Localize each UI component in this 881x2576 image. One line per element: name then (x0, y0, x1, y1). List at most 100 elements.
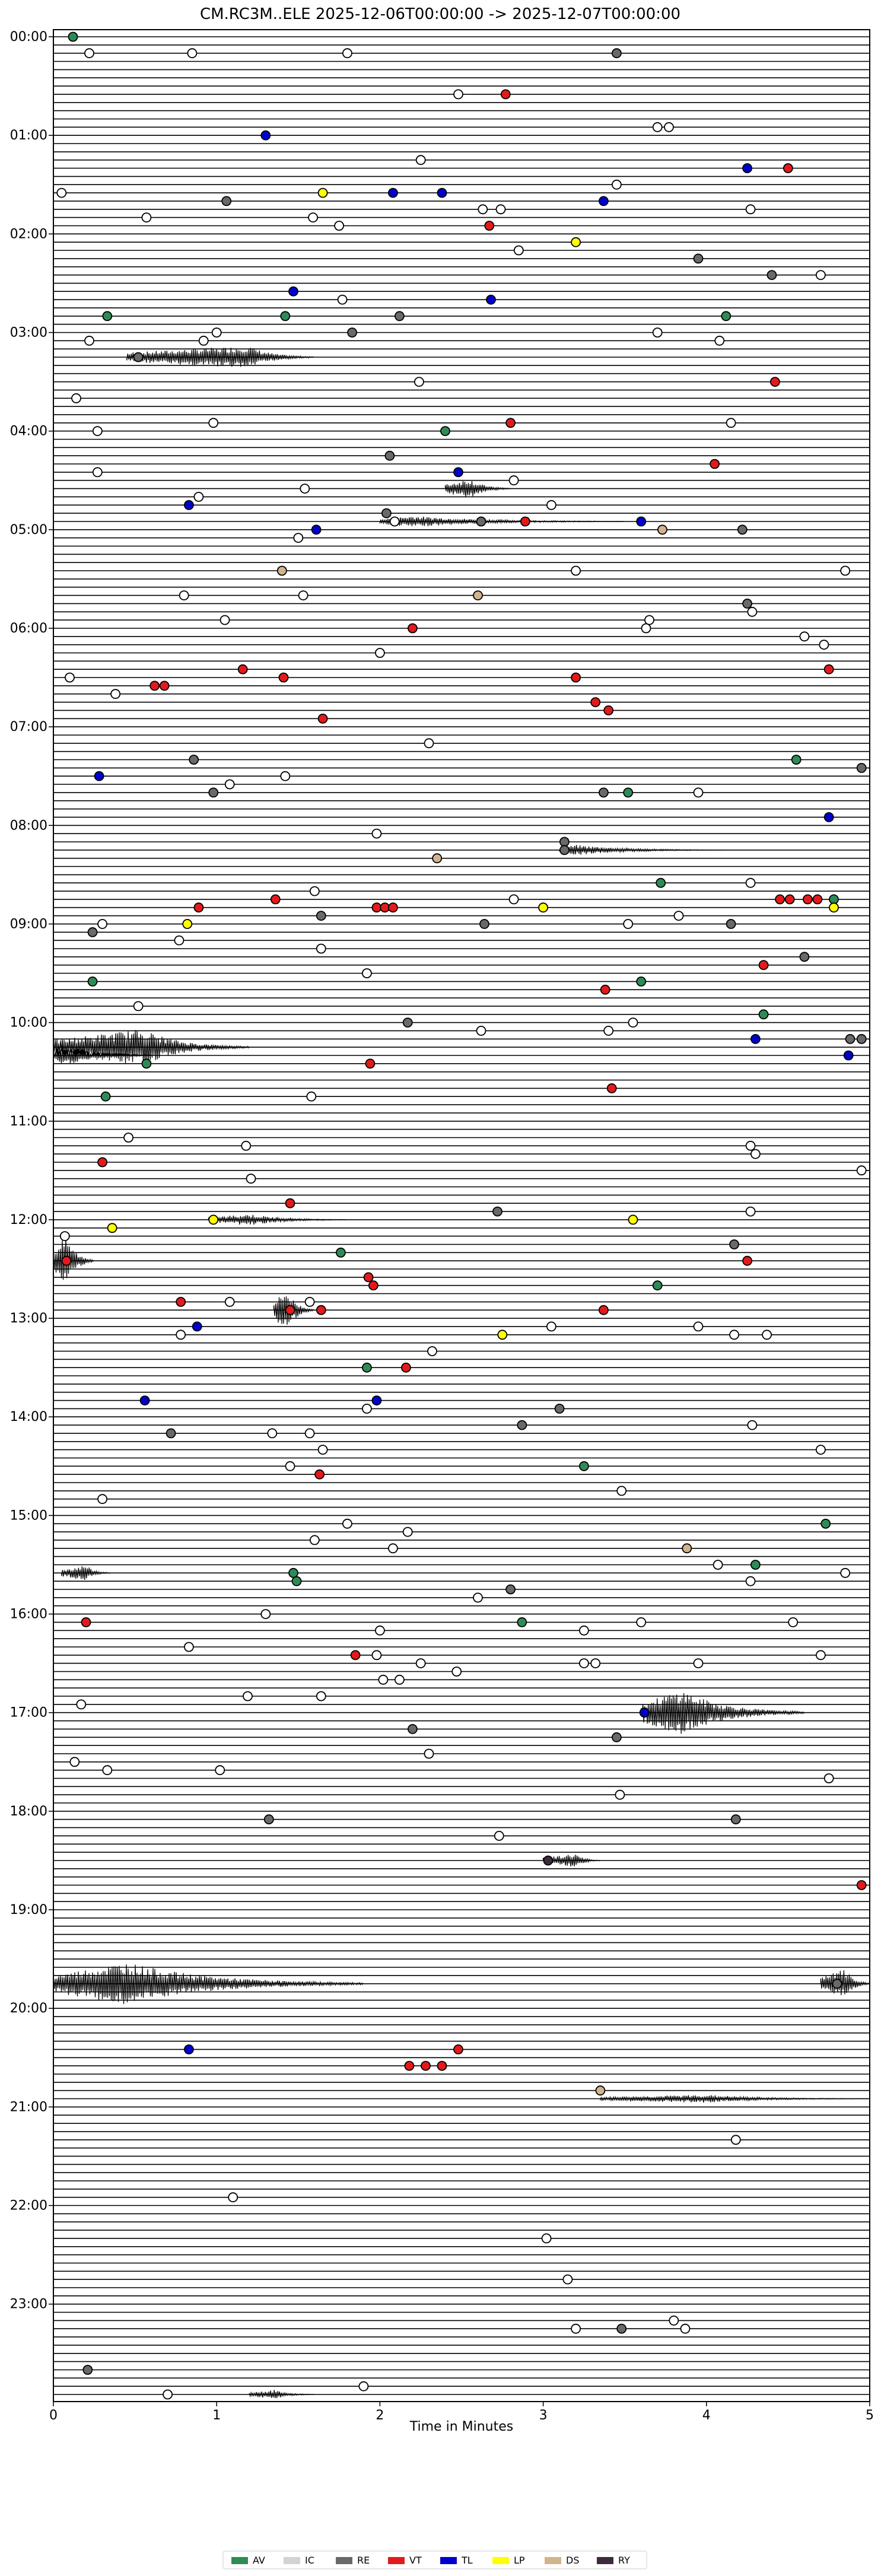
legend-label-lp: LP (514, 2555, 525, 2566)
event-marker-ic (371, 1650, 382, 1661)
activity-burst (559, 845, 723, 855)
event-marker-ic (362, 968, 372, 978)
legend-label-ds: DS (566, 2555, 579, 2566)
hour-tick-label: 16:00 (10, 1607, 47, 1622)
event-marker-ic (713, 1560, 723, 1570)
event-marker-vt (500, 89, 511, 100)
event-marker-re (208, 787, 219, 798)
event-marker-ic (495, 204, 506, 215)
event-marker-re (479, 919, 489, 929)
event-marker-ic (267, 1428, 278, 1439)
hour-tick-label: 06:00 (10, 621, 47, 636)
event-marker-tl (639, 1707, 650, 1718)
hour-tick-label: 08:00 (10, 818, 47, 833)
hour-tick-label: 23:00 (10, 2297, 47, 2312)
event-marker-ic (478, 204, 488, 215)
event-marker-ic (840, 1567, 851, 1578)
hour-tick-label: 05:00 (10, 523, 47, 538)
event-marker-ic (669, 2315, 679, 2326)
hour-tick-label: 17:00 (10, 1706, 47, 1720)
event-marker-vt (742, 1255, 752, 1266)
hour-tick-label: 03:00 (10, 325, 47, 340)
event-marker-av (820, 1518, 831, 1529)
event-marker-ic (628, 1017, 638, 1028)
event-marker-lp (571, 237, 581, 247)
event-marker-lp (208, 1214, 219, 1225)
event-marker-ic (304, 1428, 315, 1439)
event-marker-ic (414, 377, 424, 387)
event-marker-tl (486, 294, 496, 305)
minute-tick-label: 0 (49, 2408, 58, 2423)
event-marker-ry (543, 1855, 554, 1866)
event-marker-ic (745, 1140, 756, 1151)
activity-burst (379, 516, 625, 526)
event-marker-tl (192, 1321, 202, 1332)
hour-tick-label: 20:00 (10, 2001, 47, 2016)
event-marker-ic (427, 1346, 437, 1356)
event-marker-re (832, 1979, 842, 1989)
event-marker-ic (220, 615, 230, 625)
event-marker-vt (314, 1469, 325, 1480)
event-marker-av (652, 1280, 663, 1291)
event-marker-lp (628, 1214, 638, 1225)
event-marker-ic (693, 1321, 704, 1332)
legend-label-tl: TL (461, 2555, 473, 2566)
event-marker-ic (285, 1461, 295, 1471)
event-marker-ic (309, 886, 320, 896)
hour-tick-label: 09:00 (10, 917, 47, 931)
legend: AV IC RE VT TL LP DS RY (222, 2550, 647, 2569)
event-marker-ic (97, 919, 108, 929)
event-marker-vt (388, 902, 398, 913)
event-marker-ic (92, 467, 103, 478)
event-marker-ic (362, 1403, 372, 1414)
event-marker-ic (641, 623, 651, 634)
event-marker-av (336, 1247, 346, 1258)
event-marker-av (102, 311, 113, 322)
event-marker-ic (745, 1576, 756, 1586)
event-marker-ic (375, 1625, 385, 1636)
event-marker-av (656, 877, 666, 888)
legend-swatch-ry (597, 2557, 613, 2564)
legend-swatch-ic (284, 2557, 300, 2564)
chart-title: CM.RC3M..ELE 2025-12-06T00:00:00 -> 2025… (200, 5, 680, 23)
event-marker-ds (657, 524, 667, 535)
event-marker-re (729, 1239, 739, 1249)
event-marker-tl (742, 163, 752, 173)
event-marker-tl (94, 771, 104, 781)
event-marker-re (476, 516, 486, 527)
hour-tick-label: 04:00 (10, 424, 47, 439)
event-marker-ic (729, 1330, 739, 1340)
event-marker-ic (745, 1206, 756, 1217)
legend-label-ry: RY (618, 2555, 630, 2566)
event-marker-vt (81, 1617, 91, 1627)
event-marker-ic (652, 327, 663, 338)
event-marker-re (381, 508, 392, 519)
event-marker-vt (278, 672, 289, 683)
event-marker-vt (368, 1280, 379, 1291)
event-marker-ic (342, 1518, 352, 1529)
event-marker-vt (316, 1305, 326, 1315)
event-marker-tl (388, 187, 398, 198)
hour-tick-label: 22:00 (10, 2199, 47, 2214)
activity-burst (126, 347, 314, 367)
event-marker-re (402, 1017, 413, 1028)
activity-burst (444, 481, 511, 498)
event-marker-ds (595, 2085, 606, 2096)
legend-swatch-vt (388, 2557, 405, 2564)
event-marker-re (559, 845, 570, 856)
event-marker-av (362, 1362, 372, 1373)
event-marker-ic (179, 590, 189, 600)
event-marker-av (517, 1617, 527, 1627)
legend-swatch-re (336, 2557, 352, 2564)
event-marker-re (612, 48, 622, 59)
legend-label-re: RE (357, 2555, 370, 2566)
event-marker-av (758, 1009, 769, 1020)
event-marker-ic (243, 1691, 253, 1702)
event-marker-vt (401, 1362, 411, 1373)
event-marker-ic (316, 943, 326, 954)
event-marker-ic (636, 1617, 647, 1627)
event-marker-vt (408, 623, 418, 634)
event-marker-re (856, 763, 867, 773)
event-marker-ic (644, 615, 654, 625)
hour-tick-label: 15:00 (10, 1508, 47, 1523)
